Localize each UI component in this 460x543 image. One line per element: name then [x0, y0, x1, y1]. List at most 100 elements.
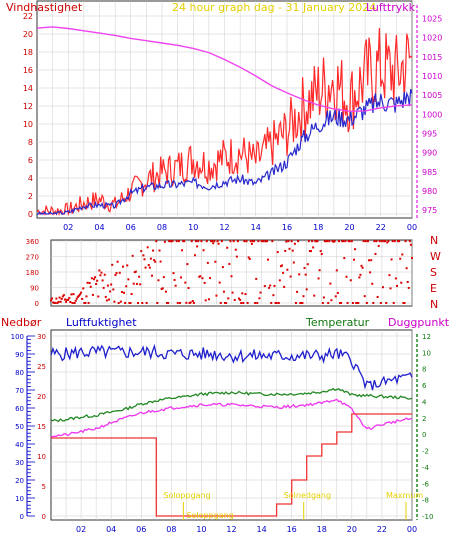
direction-point: [231, 291, 234, 294]
direction-point: [211, 240, 214, 243]
direction-point: [273, 284, 276, 287]
direction-point: [228, 262, 231, 265]
time-tick-label: 18: [313, 223, 323, 232]
direction-point: [369, 271, 372, 274]
direction-point: [373, 240, 376, 243]
direction-point: [176, 302, 179, 304]
direction-point: [121, 265, 124, 268]
direction-point: [196, 245, 199, 248]
rain-tick-label: 25: [37, 363, 46, 371]
direction-point: [56, 302, 59, 304]
direction-point: [180, 276, 183, 279]
temperature-tick-label: -4: [422, 464, 430, 472]
direction-point: [139, 283, 142, 286]
direction-point: [147, 264, 150, 267]
direction-point: [389, 287, 392, 290]
direction-point: [157, 279, 160, 282]
direction-point: [71, 302, 74, 304]
direction-point: [249, 240, 252, 243]
direction-point: [256, 302, 259, 304]
direction-point: [269, 284, 272, 287]
direction-point: [285, 240, 288, 243]
direction-point: [191, 300, 194, 303]
direction-point: [261, 240, 264, 243]
direction-point: [161, 287, 164, 290]
wind-speed-label: Vindhastighet: [6, 1, 83, 14]
direction-point: [299, 302, 302, 304]
direction-point: [205, 240, 208, 243]
direction-point: [258, 297, 261, 300]
pressure-line: [36, 26, 413, 113]
direction-point: [117, 302, 120, 304]
pressure-tick-label: 995: [422, 130, 437, 139]
time-tick-label: 04: [106, 525, 116, 534]
temperature-tick-label: -2: [422, 448, 429, 456]
direction-point: [141, 302, 144, 304]
direction-point: [331, 240, 334, 243]
direction-point: [185, 301, 188, 304]
direction-point: [154, 260, 157, 263]
direction-point: [395, 284, 398, 287]
direction-point: [186, 263, 189, 266]
direction-point: [175, 240, 178, 243]
direction-point: [171, 240, 174, 243]
direction-point: [150, 274, 153, 277]
direction-point: [169, 240, 172, 243]
direction-point: [286, 268, 289, 271]
direction-point: [278, 279, 281, 282]
wind-tick-label: 2: [28, 192, 33, 201]
direction-point: [103, 273, 106, 276]
direction-point: [380, 240, 383, 243]
direction-point: [241, 292, 244, 295]
direction-point: [376, 295, 379, 298]
direction-point: [345, 275, 348, 278]
pressure-tick-label: 1010: [422, 72, 442, 81]
direction-point: [173, 278, 176, 281]
humidity-tick-label: 10: [15, 495, 24, 503]
direction-point: [109, 290, 112, 293]
direction-point: [288, 247, 291, 250]
rain-label: Nedbør: [1, 316, 42, 329]
direction-point: [152, 249, 155, 252]
direction-point: [408, 240, 411, 243]
direction-point: [385, 302, 388, 304]
direction-point: [143, 258, 146, 261]
direction-point: [362, 240, 365, 243]
time-tick-label: 06: [126, 223, 136, 232]
direction-point: [220, 240, 223, 243]
direction-point: [80, 291, 83, 294]
direction-point: [248, 257, 251, 260]
direction-point: [129, 302, 132, 304]
direction-point: [224, 302, 227, 304]
direction-point: [163, 240, 166, 243]
direction-point: [50, 299, 52, 302]
direction-point: [92, 278, 95, 281]
rain-tick-label: 5: [42, 483, 46, 491]
direction-point: [349, 279, 352, 282]
direction-point: [85, 295, 88, 298]
temperature-tick-label: 2: [422, 415, 426, 423]
direction-tick-label: 270: [26, 254, 39, 262]
chart-title: 24 hour graph dag - 31 January 2024: [172, 1, 376, 14]
direction-point: [53, 302, 56, 304]
direction-point: [128, 302, 131, 304]
rain-tick-label: 0: [42, 513, 46, 521]
time-tick-label: 16: [287, 525, 297, 534]
direction-point: [213, 240, 216, 243]
direction-point: [300, 302, 303, 304]
direction-point: [341, 240, 344, 243]
direction-point: [66, 298, 69, 301]
direction-point: [94, 276, 97, 279]
direction-point: [274, 302, 277, 304]
direction-point: [393, 240, 396, 243]
direction-point: [57, 300, 60, 303]
direction-point: [105, 299, 108, 302]
direction-point: [316, 240, 319, 243]
direction-point: [192, 302, 195, 304]
direction-point: [333, 240, 336, 243]
direction-point: [357, 302, 360, 304]
direction-point: [298, 273, 301, 276]
direction-point: [174, 284, 177, 287]
direction-point: [340, 302, 343, 304]
temperature-tick-label: 10: [422, 349, 431, 357]
